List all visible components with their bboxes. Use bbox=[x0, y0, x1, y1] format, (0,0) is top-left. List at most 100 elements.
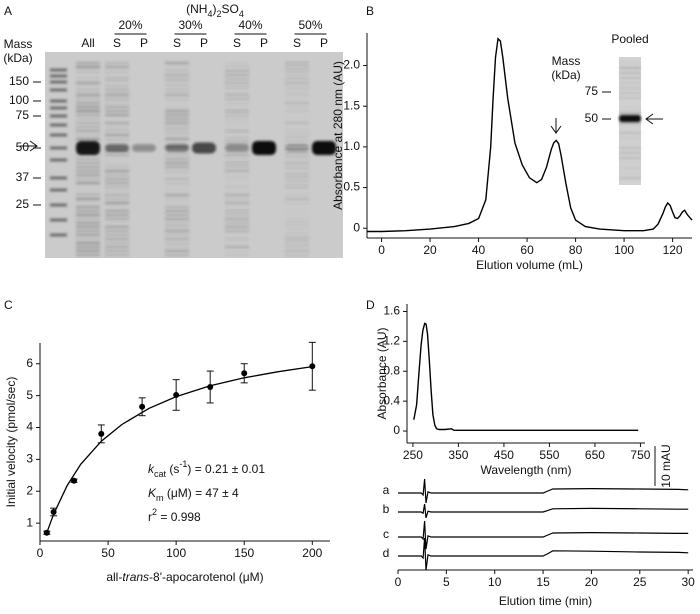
peak-arrow bbox=[550, 118, 562, 134]
lane-band bbox=[225, 142, 249, 144]
lane-band bbox=[76, 82, 100, 84]
panel-label: A bbox=[4, 4, 12, 18]
lane-band bbox=[165, 186, 189, 188]
lane-band bbox=[225, 206, 249, 208]
x-tick-label: 5 bbox=[443, 575, 450, 589]
marker-label: 100 bbox=[9, 93, 29, 107]
mass-label: Mass bbox=[4, 37, 33, 51]
x-axis-label: Wavelength (nm) bbox=[481, 463, 572, 477]
y-tick-label: 0.8 bbox=[383, 363, 400, 377]
lane-band bbox=[105, 186, 129, 188]
lane-band bbox=[105, 70, 129, 72]
mass-label: (kDa) bbox=[3, 51, 32, 65]
trace bbox=[398, 503, 689, 519]
lane-band bbox=[76, 190, 100, 192]
inset-smear bbox=[619, 172, 641, 174]
lane-band bbox=[285, 90, 309, 92]
ladder-band bbox=[50, 158, 67, 162]
lane-band bbox=[105, 222, 129, 224]
ladder-band bbox=[50, 218, 67, 222]
lane-band bbox=[225, 114, 249, 116]
text-segment: K bbox=[148, 486, 157, 500]
text-segment: ) = 0.21 ± 0.01 bbox=[187, 462, 265, 476]
lane-band bbox=[285, 226, 309, 228]
lane-band bbox=[285, 126, 309, 128]
y-axis-label: Absorbance at 280 nm (AU) bbox=[331, 61, 345, 210]
lane-band bbox=[285, 70, 309, 72]
lane-band bbox=[165, 62, 189, 64]
lane-band bbox=[105, 82, 129, 84]
lane-band bbox=[76, 126, 100, 128]
inset-smear bbox=[619, 177, 641, 179]
lane-band bbox=[285, 154, 309, 156]
lane-band bbox=[165, 214, 189, 216]
lane-band bbox=[225, 170, 249, 172]
lane-band bbox=[285, 238, 309, 240]
x-tick-label: 0 bbox=[395, 575, 402, 589]
lane-band bbox=[105, 158, 129, 160]
y-tick-label: 1.0 bbox=[343, 139, 360, 153]
lane-band bbox=[225, 62, 249, 64]
lane-band bbox=[165, 142, 189, 144]
lane-band bbox=[105, 190, 129, 192]
lane-band bbox=[105, 214, 129, 216]
lane-band bbox=[105, 130, 129, 132]
lane-band bbox=[285, 114, 309, 116]
lane-band bbox=[165, 74, 189, 76]
lane-band bbox=[165, 226, 189, 228]
lane-band bbox=[225, 78, 249, 80]
lane-band bbox=[285, 74, 309, 76]
lane-band bbox=[165, 194, 189, 196]
lane-band bbox=[76, 206, 100, 208]
trace-label: b bbox=[383, 502, 390, 516]
lane-band bbox=[165, 182, 189, 184]
lane-band bbox=[285, 162, 309, 164]
lane-label: S bbox=[233, 36, 241, 50]
lane-band bbox=[225, 242, 249, 244]
lane-band bbox=[105, 90, 129, 92]
data-point bbox=[241, 370, 248, 377]
lane-band bbox=[165, 210, 189, 212]
x-tick-label: 0 bbox=[37, 546, 44, 560]
text-segment: cat bbox=[154, 469, 167, 479]
lane-band bbox=[225, 118, 249, 120]
inset-smear bbox=[619, 97, 641, 99]
lane-band bbox=[76, 86, 100, 88]
lane-band bbox=[76, 182, 100, 184]
lane-band bbox=[105, 254, 129, 256]
text-segment: -8'-apocarotenol (μM) bbox=[149, 570, 264, 584]
data-point bbox=[50, 508, 57, 515]
text-segment: m bbox=[156, 493, 164, 503]
text-segment: trans bbox=[122, 570, 149, 584]
salt-label: (NH4)2SO4 bbox=[186, 2, 244, 19]
inset-smear bbox=[619, 112, 641, 114]
trace bbox=[398, 537, 689, 571]
lane-band bbox=[285, 190, 309, 192]
x-tick-label: 350 bbox=[448, 448, 468, 462]
lane-band bbox=[225, 86, 249, 88]
panel-label: C bbox=[4, 298, 13, 312]
data-point bbox=[71, 477, 78, 484]
inset-smear bbox=[619, 107, 641, 109]
lane-band bbox=[285, 186, 309, 188]
text-segment: 2 bbox=[152, 507, 157, 517]
inset-smear bbox=[619, 157, 641, 159]
lane-band bbox=[225, 102, 249, 104]
lane-band bbox=[285, 122, 309, 124]
lane-band bbox=[225, 202, 249, 204]
lane-band bbox=[225, 82, 249, 84]
x-tick-label: 250 bbox=[403, 448, 423, 462]
lane-band bbox=[76, 106, 100, 108]
x-tick-label: 550 bbox=[539, 448, 559, 462]
x-tick-label: 20 bbox=[585, 575, 599, 589]
y-tick-label: 5 bbox=[26, 388, 33, 402]
lane-band bbox=[76, 238, 100, 240]
x-tick-label: 60 bbox=[520, 243, 534, 257]
lane-band bbox=[105, 126, 129, 128]
x-axis-label: Elution volume (mL) bbox=[476, 258, 583, 272]
lane-band bbox=[225, 222, 249, 224]
lane-band bbox=[285, 62, 309, 64]
fraction-label: 30% bbox=[178, 18, 202, 32]
y-tick-label: 2 bbox=[26, 483, 33, 497]
